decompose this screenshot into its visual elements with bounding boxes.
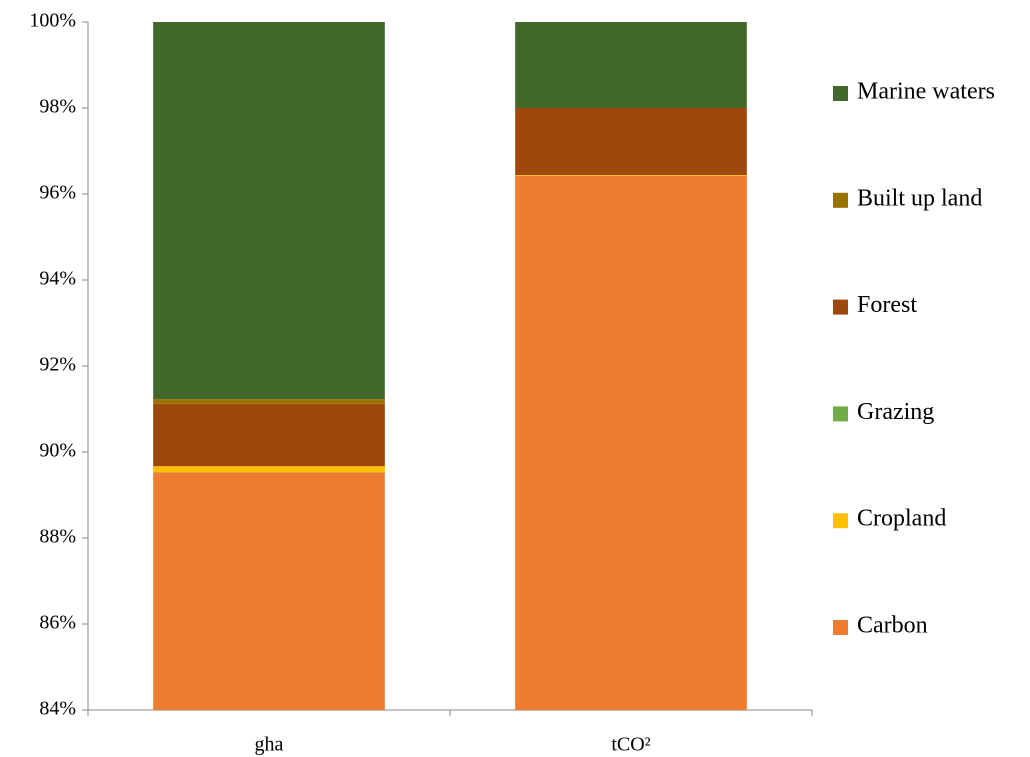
legend-label: Marine waters xyxy=(857,79,995,105)
y-tick-label: 98% xyxy=(39,96,76,118)
bar-segment xyxy=(515,22,747,108)
legend-swatch xyxy=(833,86,848,101)
y-tick-label: 94% xyxy=(39,268,76,290)
bar-segment xyxy=(153,466,385,473)
y-tick-label: 96% xyxy=(39,182,76,204)
y-tick-label: 100% xyxy=(29,10,76,32)
legend-label: Cropland xyxy=(857,506,946,532)
y-tick-label: 92% xyxy=(39,354,76,376)
legend-label: Grazing xyxy=(857,399,934,425)
legend-swatch xyxy=(833,513,848,529)
legend-label: Carbon xyxy=(857,613,928,639)
legend-label: Built up land xyxy=(857,185,982,211)
legend-label: Forest xyxy=(857,292,917,318)
bar-segment xyxy=(153,22,385,400)
y-tick-label: 86% xyxy=(39,612,76,634)
y-tick-label: 90% xyxy=(39,440,76,462)
y-tick-label: 84% xyxy=(39,698,76,720)
legend-swatch xyxy=(833,406,848,422)
x-tick-label: tCO² xyxy=(611,734,650,756)
legend-swatch xyxy=(833,620,848,635)
y-tick-label: 88% xyxy=(39,526,76,548)
bar-segment xyxy=(515,175,747,176)
bar-segment xyxy=(153,403,385,467)
legend-swatch xyxy=(833,299,848,315)
bar-segment xyxy=(153,472,385,710)
legend-swatch xyxy=(833,192,848,208)
x-tick-label: gha xyxy=(255,734,284,756)
bar-segment xyxy=(515,175,747,710)
bar-segment xyxy=(153,399,385,404)
bar-segment xyxy=(515,108,747,176)
